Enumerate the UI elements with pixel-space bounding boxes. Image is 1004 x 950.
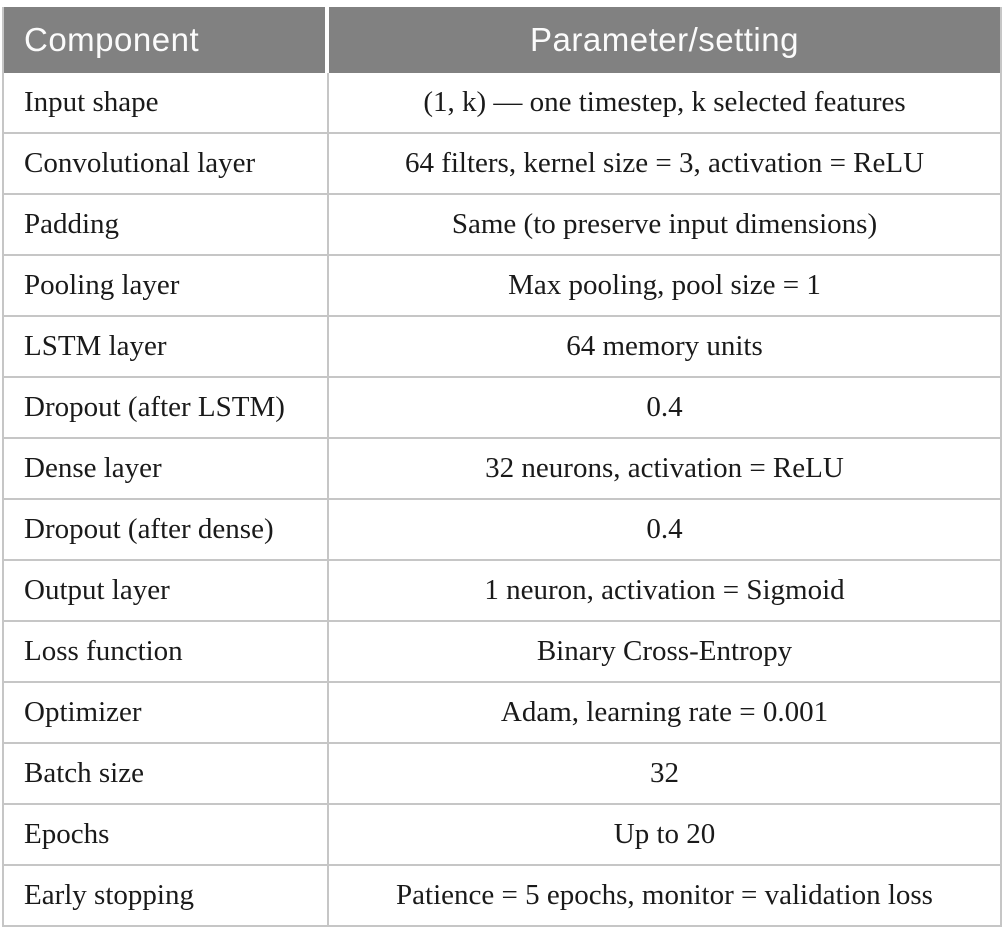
table-row: Loss function Binary Cross-Entropy bbox=[4, 622, 1000, 683]
table-row: Pooling layer Max pooling, pool size = 1 bbox=[4, 256, 1000, 317]
setting-cell: 64 filters, kernel size = 3, activation … bbox=[329, 134, 1000, 195]
component-cell: Padding bbox=[4, 195, 329, 256]
table-row: Epochs Up to 20 bbox=[4, 805, 1000, 866]
setting-cell: 32 bbox=[329, 744, 1000, 805]
component-cell: Dense layer bbox=[4, 439, 329, 500]
setting-cell: Binary Cross-Entropy bbox=[329, 622, 1000, 683]
table-row: Convolutional layer 64 filters, kernel si… bbox=[4, 134, 1000, 195]
component-cell: Epochs bbox=[4, 805, 329, 866]
setting-cell: Up to 20 bbox=[329, 805, 1000, 866]
setting-cell: 0.4 bbox=[329, 500, 1000, 561]
component-cell: Batch size bbox=[4, 744, 329, 805]
component-cell: LSTM layer bbox=[4, 317, 329, 378]
model-parameters-table-container: Component Parameter/setting Input shape(… bbox=[2, 7, 1002, 927]
setting-cell: 64 memory units bbox=[329, 317, 1000, 378]
table-header-row: Component Parameter/setting bbox=[4, 7, 1000, 73]
setting-cell: (1, k) — one timestep, k selected featur… bbox=[329, 73, 1000, 134]
table-row: Dense layer 32 neurons, activation = ReLU bbox=[4, 439, 1000, 500]
component-cell: Input shape bbox=[4, 73, 329, 134]
table-row: Output layer 1 neuron, activation = Sigmo… bbox=[4, 561, 1000, 622]
component-cell: Loss function bbox=[4, 622, 329, 683]
table-row: Padding Same (to preserve input dimension… bbox=[4, 195, 1000, 256]
component-cell: Dropout (after LSTM) bbox=[4, 378, 329, 439]
component-cell: Dropout (after dense) bbox=[4, 500, 329, 561]
table-row: Input shape (1, k) — one timestep, k sele… bbox=[4, 73, 1000, 134]
setting-cell: 1 neuron, activation = Sigmoid bbox=[329, 561, 1000, 622]
component-cell: Pooling layer bbox=[4, 256, 329, 317]
column-header-parameter-setting: Parameter/setting bbox=[329, 7, 1000, 73]
setting-cell: Same (to preserve input dimensions) bbox=[329, 195, 1000, 256]
table-row: Batch size 32 bbox=[4, 744, 1000, 805]
setting-cell: 32 neurons, activation = ReLU bbox=[329, 439, 1000, 500]
table-row: LSTM layer 64 memory units bbox=[4, 317, 1000, 378]
model-parameters-table: Component Parameter/setting Input shape(… bbox=[2, 7, 1002, 927]
component-cell: Early stopping bbox=[4, 866, 329, 927]
setting-cell: Max pooling, pool size = 1 bbox=[329, 256, 1000, 317]
component-cell: Output layer bbox=[4, 561, 329, 622]
component-cell: Convolutional layer bbox=[4, 134, 329, 195]
setting-cell: Adam, learning rate = 0.001 bbox=[329, 683, 1000, 744]
setting-cell: Patience = 5 epochs, monitor = validatio… bbox=[329, 866, 1000, 927]
column-header-component: Component bbox=[4, 7, 329, 73]
component-cell: Optimizer bbox=[4, 683, 329, 744]
table-body: Input shape (1, k) — one timestep, k sele… bbox=[4, 73, 1000, 927]
table-header: Component Parameter/setting bbox=[4, 7, 1000, 73]
table-row: Early stopping Patience = 5 epochs, monit… bbox=[4, 866, 1000, 927]
table-row: Optimizer Adam, learning rate = 0.001 bbox=[4, 683, 1000, 744]
setting-cell: 0.4 bbox=[329, 378, 1000, 439]
table-row: Dropout (after LSTM) 0.4 bbox=[4, 378, 1000, 439]
table-row: Dropout (after dense) 0.4 bbox=[4, 500, 1000, 561]
